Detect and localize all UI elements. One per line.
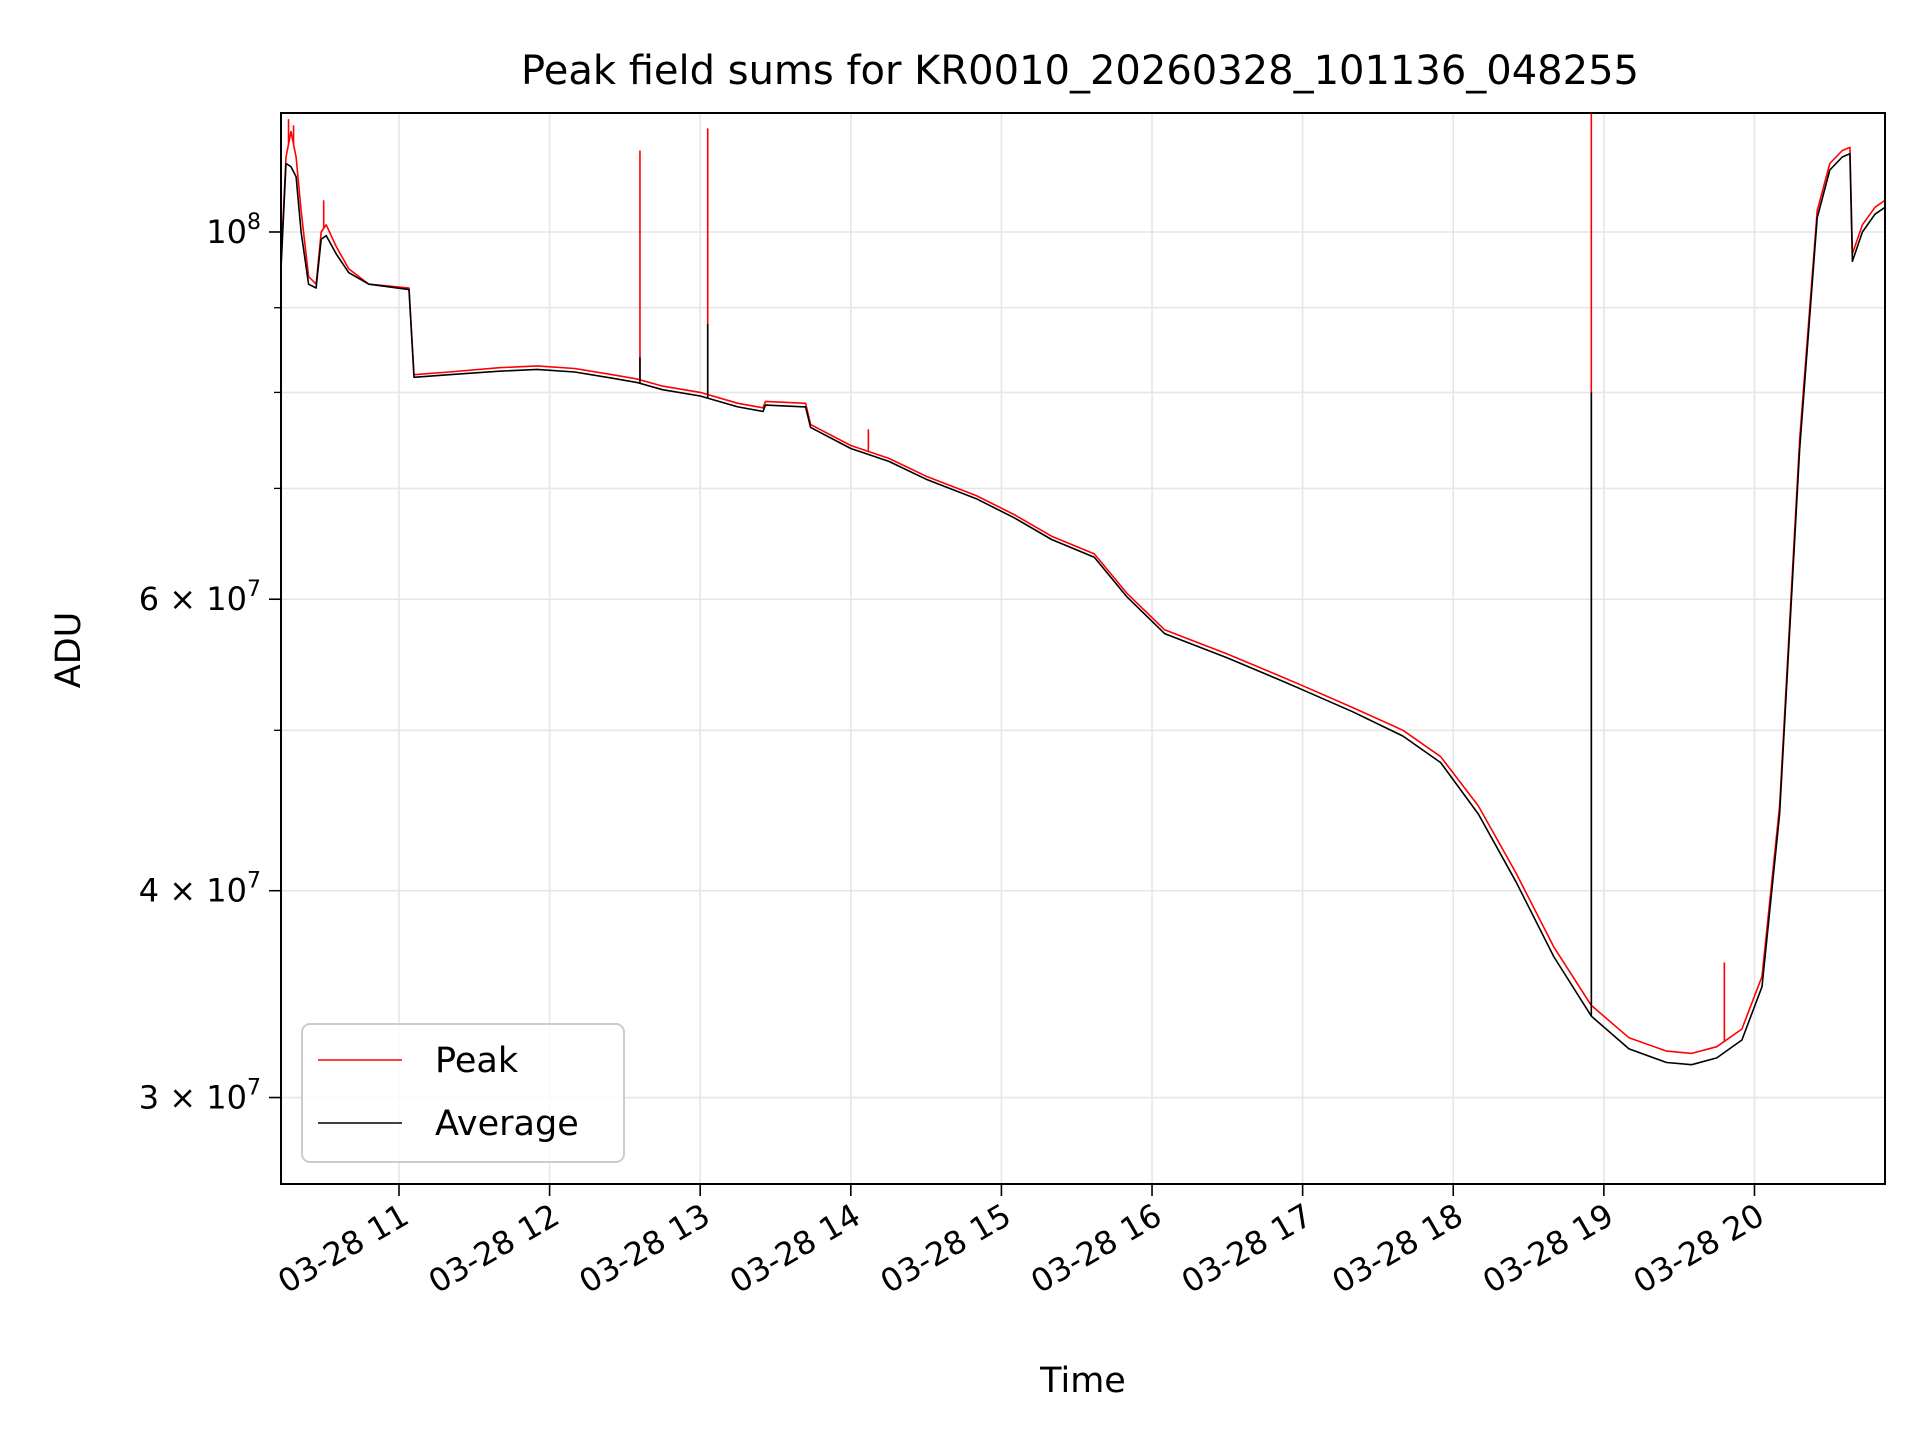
x-axis-label: Time	[1039, 1361, 1126, 1401]
legend-box	[301, 1023, 625, 1163]
plot-frame	[280, 112, 1886, 1185]
y-axis: 3 × 107 4 × 107 6 × 107 108	[139, 210, 281, 1117]
series-layer	[281, 113, 1885, 1066]
y-tick-label: 3 × 107	[139, 1076, 261, 1117]
chart-title: Peak field sums for KR0010_20260328_1011…	[521, 48, 1639, 94]
series-line-average	[281, 152, 1885, 1066]
series-line-peak	[281, 130, 1885, 1055]
y-axis-label: ADU	[49, 612, 89, 689]
y-tick-label: 6 × 107	[139, 577, 261, 618]
legend-label-average: Average	[435, 1104, 579, 1144]
grid	[281, 113, 1885, 1184]
legend: Peak Average	[301, 1023, 625, 1163]
legend-label-peak: Peak	[435, 1041, 519, 1081]
y-tick-label: 108	[206, 210, 261, 251]
y-tick-label: 4 × 107	[139, 869, 261, 910]
